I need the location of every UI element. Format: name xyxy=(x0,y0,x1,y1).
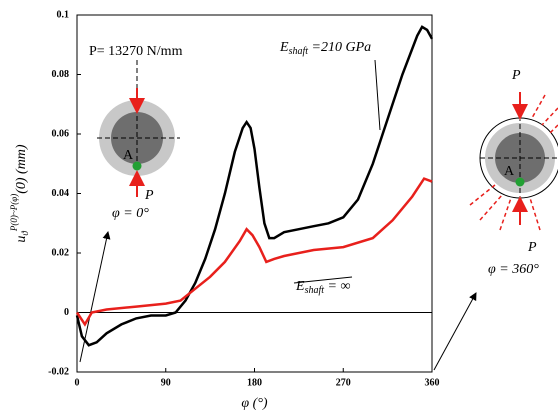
legend-label-part: shaft xyxy=(305,285,325,296)
y-axis-label-part: u xyxy=(14,236,29,243)
y-tick-label: 0 xyxy=(64,307,69,318)
series-line xyxy=(75,177,433,327)
x-tick-label: 270 xyxy=(336,377,351,388)
x-tick-label: 0 xyxy=(75,377,80,388)
point-label-right: A xyxy=(504,164,515,179)
legend-label-part: shaft xyxy=(289,46,309,57)
pointer-arrow xyxy=(433,292,477,371)
legend-pointer xyxy=(374,59,381,131)
load-symbol: P xyxy=(144,188,154,203)
y-axis-label-part: (0) (mm) xyxy=(14,144,29,194)
angle-label: φ = 0° xyxy=(112,206,149,221)
legend-label-part: = ∞ xyxy=(324,279,350,294)
legend-label: Eshaft =210 GPa xyxy=(279,40,371,57)
y-tick-label: 0.06 xyxy=(52,128,70,139)
x-axis-label: φ (°) xyxy=(241,396,268,411)
y-axis-label-part: P(0)~P(φ) xyxy=(9,194,19,232)
x-tick-label: 360 xyxy=(425,377,440,388)
point-label: A xyxy=(123,148,134,163)
load-label: P= 13270 N/mm xyxy=(89,44,183,59)
load-symbol-right: P xyxy=(527,240,537,255)
y-tick-label: -0.02 xyxy=(48,366,69,377)
y-tick-label: 0.1 xyxy=(57,9,70,20)
legend-pointer xyxy=(293,276,353,284)
legend-label: Eshaft = ∞ xyxy=(295,279,350,296)
x-tick-label: 90 xyxy=(161,377,171,388)
right-diagram xyxy=(469,92,558,231)
legend-label-part: =210 GPa xyxy=(308,40,371,55)
load-symbol-right: P xyxy=(511,68,521,83)
legend-label-part: E xyxy=(295,279,305,294)
plot-frame xyxy=(76,14,433,373)
y-tick-label: 0.08 xyxy=(52,69,70,80)
series-line xyxy=(75,25,434,347)
legend-label-part: E xyxy=(279,40,289,55)
y-tick-label: 0.04 xyxy=(52,188,70,199)
y-axis-label-part: ϑ xyxy=(20,231,30,236)
y-axis-label: uϑP(0)~P(φ)(0) (mm) xyxy=(9,144,30,242)
angle-label-right: φ = 360° xyxy=(488,262,539,277)
x-tick-label: 180 xyxy=(247,377,262,388)
left-diagram xyxy=(97,60,180,197)
y-tick-label: 0.02 xyxy=(52,247,70,258)
